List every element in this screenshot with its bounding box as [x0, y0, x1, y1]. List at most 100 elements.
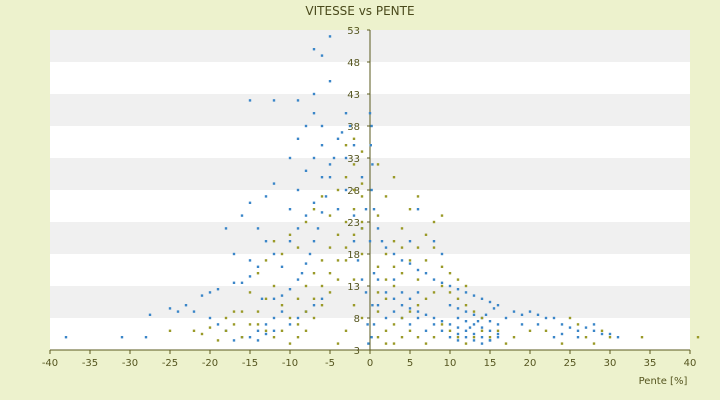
data-point-olive	[376, 214, 380, 217]
data-point-blue	[392, 310, 396, 313]
data-point-blue	[256, 265, 260, 268]
data-point-olive	[216, 339, 220, 342]
y-tick-label: 18	[347, 250, 360, 261]
data-point-blue	[312, 48, 316, 51]
data-point-blue	[372, 208, 376, 211]
data-point-blue	[296, 227, 300, 230]
data-point-olive	[280, 329, 284, 332]
data-point-blue	[512, 310, 516, 313]
data-point-blue	[440, 252, 444, 256]
data-point-olive	[320, 195, 324, 198]
data-point-blue	[380, 240, 384, 243]
data-point-blue	[448, 323, 452, 326]
data-point-blue	[264, 332, 268, 336]
data-point-blue	[328, 35, 332, 38]
data-point-olive	[432, 246, 436, 249]
data-point-olive	[304, 220, 308, 224]
data-point-blue	[304, 169, 308, 172]
data-point-blue	[260, 297, 264, 300]
data-point-blue	[568, 326, 572, 329]
data-point-olive	[400, 227, 404, 230]
data-point-olive	[224, 316, 228, 320]
data-point-blue	[472, 294, 476, 297]
data-point-olive	[296, 336, 300, 339]
data-point-blue	[120, 336, 124, 339]
data-point-olive	[360, 227, 364, 230]
y-tick-label: 8	[354, 314, 360, 325]
data-point-olive	[512, 336, 516, 339]
data-point-blue	[168, 307, 172, 310]
data-point-blue	[424, 313, 428, 316]
data-point-blue	[248, 259, 252, 262]
data-point-olive	[584, 336, 588, 339]
data-point-blue	[216, 288, 220, 291]
data-point-olive	[320, 304, 324, 307]
data-point-olive	[272, 336, 276, 339]
data-point-blue	[464, 329, 468, 332]
data-point-olive	[360, 252, 364, 256]
data-point-blue	[472, 332, 476, 336]
data-point-blue	[320, 124, 324, 128]
data-point-olive	[328, 291, 332, 294]
data-point-blue	[552, 336, 556, 339]
data-point-blue	[312, 112, 316, 115]
data-point-olive	[560, 342, 564, 345]
data-point-olive	[232, 310, 236, 313]
data-point-olive	[320, 284, 324, 288]
data-point-olive	[312, 297, 316, 300]
data-point-olive	[392, 342, 396, 345]
data-point-blue	[280, 310, 284, 313]
data-point-olive	[440, 323, 444, 326]
data-point-olive	[504, 342, 508, 345]
data-point-olive	[384, 297, 388, 300]
data-point-olive	[496, 329, 500, 332]
data-point-olive	[448, 329, 452, 332]
data-point-blue	[280, 294, 284, 297]
y-tick-label: 53	[347, 26, 360, 37]
data-point-blue	[408, 297, 412, 300]
data-point-olive	[472, 310, 476, 313]
data-point-olive	[208, 326, 212, 329]
y-tick-label: 3	[354, 346, 360, 357]
x-tick-label: 20	[524, 358, 537, 369]
data-point-olive	[400, 336, 404, 339]
data-point-olive	[456, 297, 460, 300]
data-point-olive	[464, 342, 468, 345]
data-point-olive	[344, 176, 348, 179]
data-point-olive	[304, 329, 308, 332]
x-tick-label: -10	[282, 358, 298, 369]
data-point-olive	[376, 336, 380, 339]
data-point-blue	[208, 291, 212, 294]
data-point-blue	[64, 336, 68, 339]
data-point-blue	[448, 304, 452, 307]
data-point-blue	[416, 291, 420, 294]
data-point-olive	[528, 329, 532, 332]
data-point-blue	[296, 278, 300, 281]
data-point-olive	[696, 336, 700, 339]
data-point-olive	[376, 291, 380, 294]
data-point-olive	[384, 329, 388, 332]
data-point-blue	[488, 320, 492, 323]
data-point-olive	[440, 284, 444, 288]
data-point-blue	[308, 252, 312, 256]
data-point-blue	[480, 342, 484, 345]
data-point-olive	[272, 240, 276, 243]
data-point-blue	[288, 323, 292, 326]
data-point-blue	[364, 291, 368, 294]
data-point-olive	[352, 233, 356, 236]
data-point-blue	[324, 195, 328, 198]
data-point-blue	[376, 227, 380, 230]
data-point-olive	[336, 342, 340, 345]
data-point-olive	[416, 246, 420, 249]
data-point-olive	[344, 329, 348, 332]
data-point-blue	[367, 342, 370, 345]
data-point-blue	[320, 297, 324, 300]
data-point-blue	[288, 208, 292, 211]
data-point-blue	[384, 246, 388, 249]
data-point-olive	[352, 188, 356, 192]
data-point-blue	[464, 291, 468, 294]
data-point-blue	[600, 332, 604, 336]
data-point-blue	[248, 275, 252, 278]
data-point-olive	[328, 214, 332, 217]
